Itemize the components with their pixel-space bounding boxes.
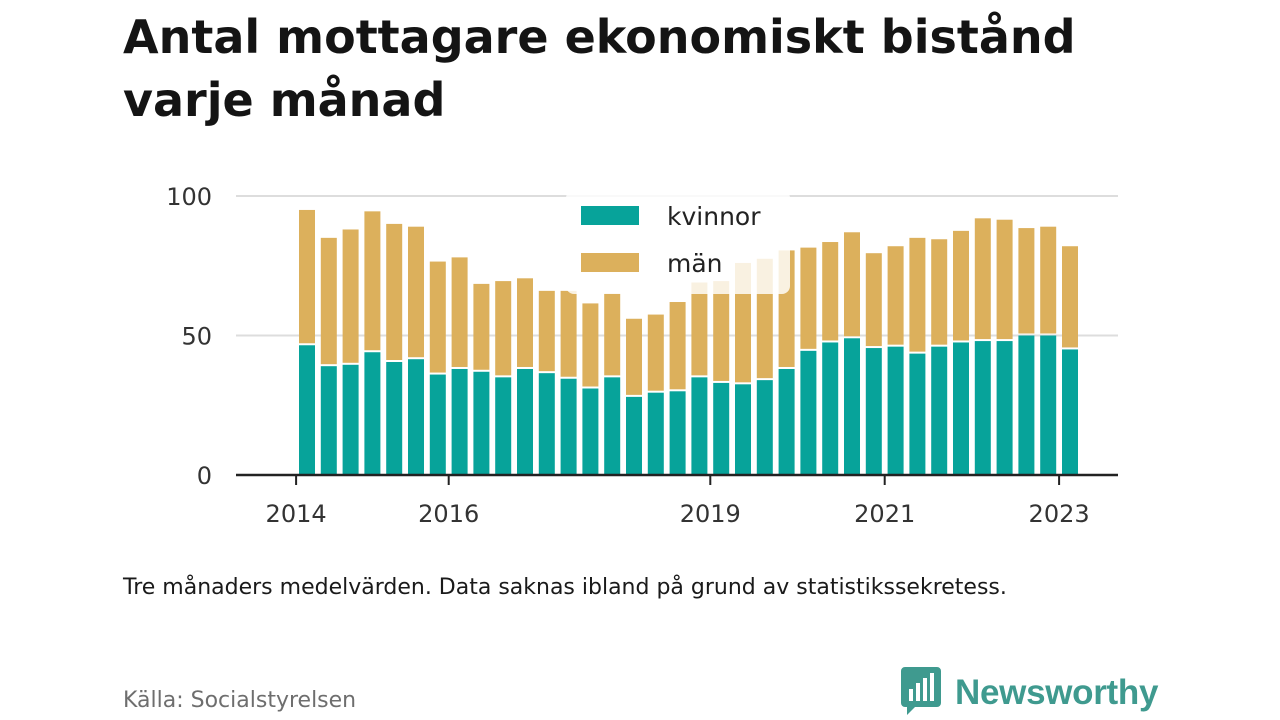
bar-kvinnor	[517, 368, 533, 475]
y-tick-label: 0	[197, 462, 212, 490]
y-tick-label: 50	[181, 323, 212, 351]
bar-kvinnor	[560, 378, 577, 475]
bar-kvinnor	[299, 345, 315, 475]
bar-kvinnor	[473, 371, 490, 475]
y-tick-label: 100	[166, 183, 212, 211]
bar-man	[996, 219, 1013, 340]
bar-kvinnor	[604, 377, 621, 475]
bars-group	[299, 209, 1078, 475]
bar-kvinnor	[386, 362, 403, 475]
x-tick-label: 2016	[418, 500, 479, 528]
bar-man	[604, 293, 621, 376]
bar-man	[800, 247, 817, 349]
legend-label-kvinnor: kvinnor	[667, 202, 761, 231]
bar-man	[974, 218, 991, 340]
bar-kvinnor	[931, 346, 948, 475]
bar-kvinnor	[1040, 335, 1057, 475]
x-tick-label: 2021	[854, 500, 915, 528]
source-label: Källa: Socialstyrelsen	[123, 688, 357, 713]
bar-man	[299, 209, 315, 344]
bar-man	[320, 237, 337, 365]
bar-man	[495, 281, 512, 376]
x-tick-label: 2023	[1029, 500, 1090, 528]
x-tick-label: 2014	[266, 500, 327, 528]
newsworthy-logo-icon	[901, 667, 941, 719]
bar-kvinnor	[1062, 349, 1078, 475]
bar-kvinnor	[778, 368, 795, 475]
bar-kvinnor	[669, 391, 686, 475]
bar-kvinnor	[953, 342, 969, 475]
chart-note: Tre månaders medelvärden. Data saknas ib…	[123, 575, 1007, 600]
bar-man	[822, 242, 839, 341]
brand-name: Newsworthy	[955, 673, 1159, 712]
bar-kvinnor	[800, 350, 817, 475]
bar-kvinnor	[756, 380, 773, 475]
bar-kvinnor	[865, 348, 882, 475]
bar-man	[626, 318, 642, 395]
bar-man	[713, 281, 730, 381]
bar-kvinnor	[408, 359, 424, 475]
bar-man	[669, 302, 686, 390]
bar-man	[865, 253, 882, 347]
legend-label-man: män	[667, 249, 723, 278]
bar-man	[538, 290, 555, 372]
bar-kvinnor	[713, 382, 730, 475]
bar-man	[909, 237, 926, 352]
bar-kvinnor	[647, 392, 664, 475]
legend-swatch-kvinnor	[581, 206, 639, 225]
bar-man	[364, 211, 381, 351]
bar-kvinnor	[342, 364, 359, 475]
legend: kvinnor män	[566, 190, 790, 294]
bar-kvinnor	[909, 353, 926, 475]
bar-man	[1062, 246, 1078, 348]
bar-kvinnor	[582, 388, 599, 475]
newsworthy-logo[interactable]: Newsworthy	[901, 667, 1159, 719]
bar-kvinnor	[429, 374, 446, 475]
bar-kvinnor	[887, 346, 904, 475]
bar-kvinnor	[320, 366, 337, 475]
bar-man	[931, 239, 948, 345]
bar-man	[451, 257, 468, 367]
bar-kvinnor	[974, 341, 991, 475]
bar-man	[517, 278, 533, 367]
bar-man	[647, 314, 664, 391]
x-tick-label: 2019	[680, 500, 741, 528]
bar-kvinnor	[996, 341, 1013, 475]
bar-kvinnor	[735, 384, 751, 475]
bar-man	[1040, 226, 1057, 334]
bar-man	[582, 303, 599, 387]
bar-man	[953, 230, 969, 341]
bar-kvinnor	[822, 342, 839, 475]
bar-man	[342, 229, 359, 363]
bar-kvinnor	[364, 352, 381, 475]
chart-title: Antal mottagare ekonomiskt bistånd varje…	[123, 10, 1076, 127]
legend-swatch-man	[581, 253, 639, 272]
bar-man	[386, 223, 403, 361]
stacked-bar-chart: 0 50 100 2014 2016 2019 2021 2023 kvinnor män	[166, 183, 1118, 528]
bar-man	[408, 226, 424, 358]
bar-kvinnor	[691, 377, 708, 475]
bar-man	[560, 290, 577, 377]
bar-man	[473, 283, 490, 370]
bar-man	[844, 232, 860, 337]
bar-kvinnor	[1018, 335, 1035, 475]
bar-man	[887, 246, 904, 345]
bar-kvinnor	[495, 377, 512, 475]
bar-kvinnor	[451, 368, 468, 475]
bar-man	[1018, 228, 1035, 334]
bar-kvinnor	[538, 373, 555, 475]
bar-man	[691, 282, 708, 376]
bar-man	[429, 261, 446, 373]
bar-kvinnor	[626, 396, 642, 475]
bar-kvinnor	[844, 338, 860, 475]
